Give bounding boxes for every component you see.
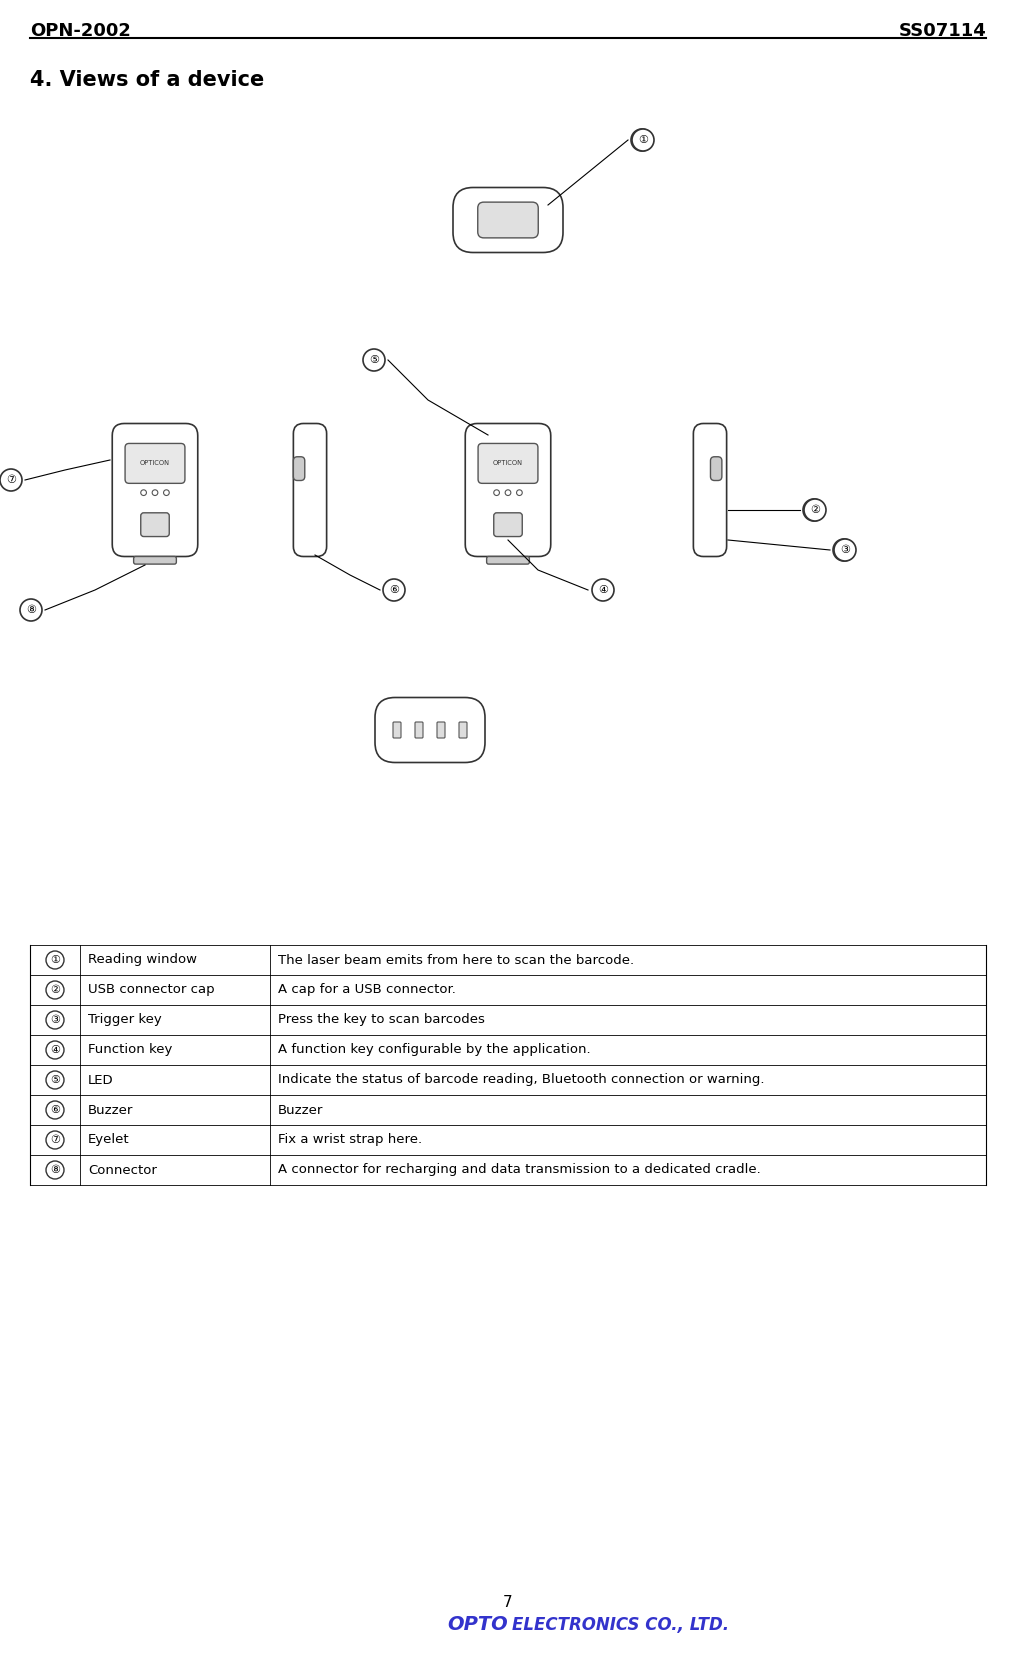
Text: ④: ④ xyxy=(50,1045,60,1055)
Text: ③: ③ xyxy=(50,1015,60,1025)
Circle shape xyxy=(46,1102,64,1120)
Text: ⑥: ⑥ xyxy=(389,586,399,596)
Text: Fix a wrist strap here.: Fix a wrist strap here. xyxy=(278,1133,422,1146)
Text: A connector for recharging and data transmission to a dedicated cradle.: A connector for recharging and data tran… xyxy=(278,1163,761,1176)
Bar xyxy=(30,1125,986,1155)
Circle shape xyxy=(494,489,500,496)
FancyBboxPatch shape xyxy=(487,556,529,564)
FancyBboxPatch shape xyxy=(112,423,198,556)
Text: Trigger key: Trigger key xyxy=(88,1014,162,1027)
FancyBboxPatch shape xyxy=(478,202,538,237)
Text: OPTO: OPTO xyxy=(447,1616,508,1634)
Bar xyxy=(30,946,986,975)
Circle shape xyxy=(632,129,654,151)
FancyBboxPatch shape xyxy=(437,722,445,738)
Text: Eyelet: Eyelet xyxy=(88,1133,130,1146)
FancyBboxPatch shape xyxy=(465,423,551,556)
Circle shape xyxy=(46,1072,64,1088)
Circle shape xyxy=(46,951,64,969)
FancyBboxPatch shape xyxy=(294,423,326,556)
FancyBboxPatch shape xyxy=(125,443,185,483)
Circle shape xyxy=(631,129,653,151)
Text: OPTICON: OPTICON xyxy=(493,461,523,466)
Text: Reading window: Reading window xyxy=(88,954,197,967)
Text: ②: ② xyxy=(50,985,60,995)
Text: 7: 7 xyxy=(503,1594,513,1609)
Circle shape xyxy=(804,499,826,521)
FancyBboxPatch shape xyxy=(134,556,177,564)
Text: ⑦: ⑦ xyxy=(6,474,16,484)
Text: LED: LED xyxy=(88,1073,114,1087)
FancyBboxPatch shape xyxy=(294,456,305,481)
FancyBboxPatch shape xyxy=(710,456,722,481)
Text: ⑦: ⑦ xyxy=(50,1135,60,1145)
Circle shape xyxy=(46,980,64,999)
Circle shape xyxy=(46,1010,64,1029)
Bar xyxy=(30,1155,986,1185)
Circle shape xyxy=(0,469,22,491)
Bar xyxy=(30,1035,986,1065)
FancyBboxPatch shape xyxy=(415,722,423,738)
Bar xyxy=(30,1005,986,1035)
FancyBboxPatch shape xyxy=(141,513,170,536)
Bar xyxy=(30,1095,986,1125)
Text: ①: ① xyxy=(50,956,60,966)
Text: Buzzer: Buzzer xyxy=(88,1103,133,1117)
Text: ④: ④ xyxy=(598,586,608,596)
Text: 4. Views of a device: 4. Views of a device xyxy=(30,70,264,90)
Circle shape xyxy=(803,499,825,521)
Circle shape xyxy=(46,1161,64,1180)
Circle shape xyxy=(592,579,614,601)
Text: USB connector cap: USB connector cap xyxy=(88,984,214,997)
Text: A cap for a USB connector.: A cap for a USB connector. xyxy=(278,984,456,997)
Text: ⑧: ⑧ xyxy=(50,1165,60,1175)
Bar xyxy=(30,1065,986,1095)
Text: Connector: Connector xyxy=(88,1163,156,1176)
FancyBboxPatch shape xyxy=(479,443,537,483)
Text: ELECTRONICS CO., LTD.: ELECTRONICS CO., LTD. xyxy=(512,1616,729,1634)
Text: ③: ③ xyxy=(840,546,850,556)
Text: Function key: Function key xyxy=(88,1044,173,1057)
Circle shape xyxy=(516,489,522,496)
Text: OPTICON: OPTICON xyxy=(140,461,170,466)
Text: OPN-2002: OPN-2002 xyxy=(30,22,131,40)
Circle shape xyxy=(363,348,385,372)
Text: The laser beam emits from here to scan the barcode.: The laser beam emits from here to scan t… xyxy=(278,954,634,967)
Circle shape xyxy=(383,579,405,601)
FancyBboxPatch shape xyxy=(459,722,467,738)
Text: Buzzer: Buzzer xyxy=(278,1103,323,1117)
FancyBboxPatch shape xyxy=(375,697,485,763)
Text: ①: ① xyxy=(638,134,648,144)
Circle shape xyxy=(833,539,855,561)
Circle shape xyxy=(46,1131,64,1150)
Text: Indicate the status of barcode reading, Bluetooth connection or warning.: Indicate the status of barcode reading, … xyxy=(278,1073,764,1087)
Circle shape xyxy=(46,1040,64,1058)
Text: A function key configurable by the application.: A function key configurable by the appli… xyxy=(278,1044,590,1057)
FancyBboxPatch shape xyxy=(453,187,563,252)
Text: ⑤: ⑤ xyxy=(369,355,379,365)
Circle shape xyxy=(152,489,157,496)
Circle shape xyxy=(505,489,511,496)
Circle shape xyxy=(834,539,856,561)
Text: ⑧: ⑧ xyxy=(26,606,36,615)
FancyBboxPatch shape xyxy=(494,513,522,536)
Bar xyxy=(30,975,986,1005)
Text: ⑥: ⑥ xyxy=(50,1105,60,1115)
Text: ⑤: ⑤ xyxy=(50,1075,60,1085)
Circle shape xyxy=(141,489,146,496)
Text: SS07114: SS07114 xyxy=(898,22,986,40)
Text: Press the key to scan barcodes: Press the key to scan barcodes xyxy=(278,1014,485,1027)
Circle shape xyxy=(20,599,42,620)
Text: ②: ② xyxy=(810,504,820,514)
FancyBboxPatch shape xyxy=(693,423,726,556)
FancyBboxPatch shape xyxy=(393,722,401,738)
Circle shape xyxy=(164,489,170,496)
